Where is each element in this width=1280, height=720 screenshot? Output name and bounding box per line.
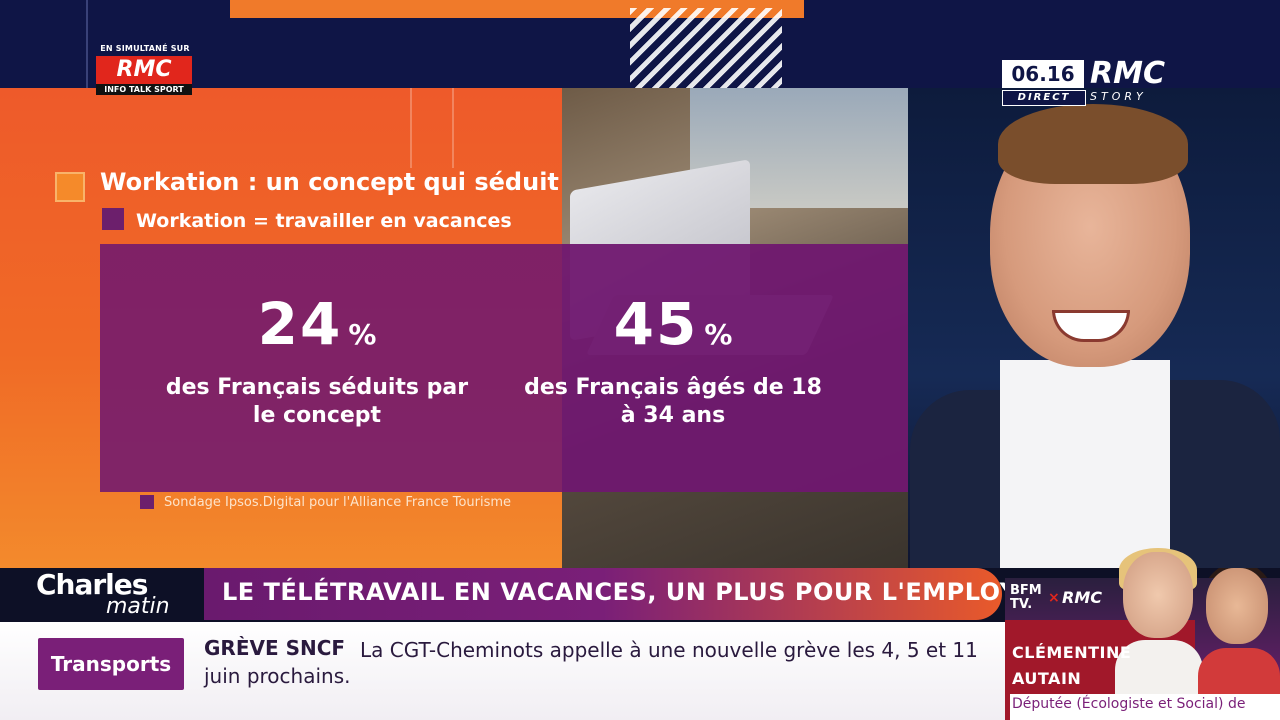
stat-unit: %: [704, 318, 733, 351]
guest-name: CLÉMENTINE AUTAIN: [1012, 640, 1131, 692]
source-bullet-icon: [140, 495, 154, 509]
guest-photo: [1198, 558, 1280, 720]
rmc-simulcast-logo: EN SIMULTANÉ SUR RMC INFO TALK SPORT: [92, 44, 198, 100]
guest-last-name: AUTAIN: [1012, 669, 1082, 688]
guest-face: [1206, 568, 1268, 644]
ticker-text-continued: juin prochains.: [204, 664, 351, 688]
show-logo: Charles matin: [36, 568, 196, 624]
outline-decoration: [410, 88, 454, 168]
top-divider: [86, 0, 88, 88]
presenter-jacket-right: [1150, 380, 1280, 568]
category-badge: Transports: [38, 638, 184, 690]
stats-panel-overlay: [562, 244, 908, 492]
stat-unit: %: [348, 318, 377, 351]
channel-brand: RMC: [1090, 56, 1165, 91]
simulcast-caption: EN SIMULTANÉ SUR: [100, 44, 190, 53]
live-badge: DIRECT: [1002, 90, 1086, 106]
ticker-text: La CGT-Cheminots appelle à une nouvelle …: [360, 638, 978, 662]
stat-description: le concept: [252, 403, 382, 428]
rmc-tagline: INFO TALK SPORT: [96, 84, 192, 95]
stat-value: 24: [257, 290, 343, 358]
rmc-word: RMC: [1062, 588, 1102, 607]
tv-word: TV.: [1010, 597, 1033, 612]
headline-bar: [204, 568, 1002, 620]
presenter-shirt: [1000, 360, 1170, 568]
graphic-title: Workation : un concept qui séduit: [100, 168, 559, 196]
graphic-subtitle: Workation = travailler en vacances: [136, 210, 512, 232]
title-bullet-icon: [55, 172, 85, 202]
hatch-decoration: [630, 8, 782, 88]
presenter-hair: [998, 104, 1188, 184]
guest-face: [1123, 552, 1193, 638]
logo-separator: ×: [1048, 590, 1060, 606]
subtitle-bullet-icon: [102, 208, 124, 230]
show-name-sub: matin: [106, 594, 170, 619]
ticker-tag: GRÈVE SNCF: [204, 636, 346, 660]
show-name: Charles: [36, 568, 148, 601]
stat-block: 24% des Français séduits par le concept: [152, 290, 482, 430]
clock: 06.16: [1002, 60, 1084, 88]
guest-first-name: CLÉMENTINE: [1012, 643, 1132, 662]
stat-block: 45% des Français âgés de 18 à 34 ans: [508, 290, 838, 430]
bfm-logo-text: BFM TV.: [1010, 584, 1042, 612]
bfm-word: BFM: [1010, 583, 1042, 598]
rmc-story-bug: 06.16 DIRECT RMC STORY: [1002, 56, 1182, 108]
stat-description: des Français âgés de 18: [524, 375, 822, 400]
headline: LE TÉLÉTRAVAIL EN VACANCES, UN PLUS POUR…: [222, 578, 1097, 606]
guest-role-band: [1010, 694, 1280, 720]
source-note: Sondage Ipsos.Digital pour l'Alliance Fr…: [164, 495, 512, 510]
guest-role: Députée (Écologiste et Social) de: [1012, 696, 1246, 712]
stat-description: des Français séduits par: [165, 375, 469, 400]
bfmtv-rmc-logo: BFM TV. × RMC: [1010, 584, 1110, 618]
stat-description: à 34 ans: [620, 403, 726, 428]
channel-brand-sub: STORY: [1090, 90, 1147, 103]
rmc-logo-text: RMC: [96, 56, 192, 84]
stat-value: 45: [613, 290, 699, 358]
